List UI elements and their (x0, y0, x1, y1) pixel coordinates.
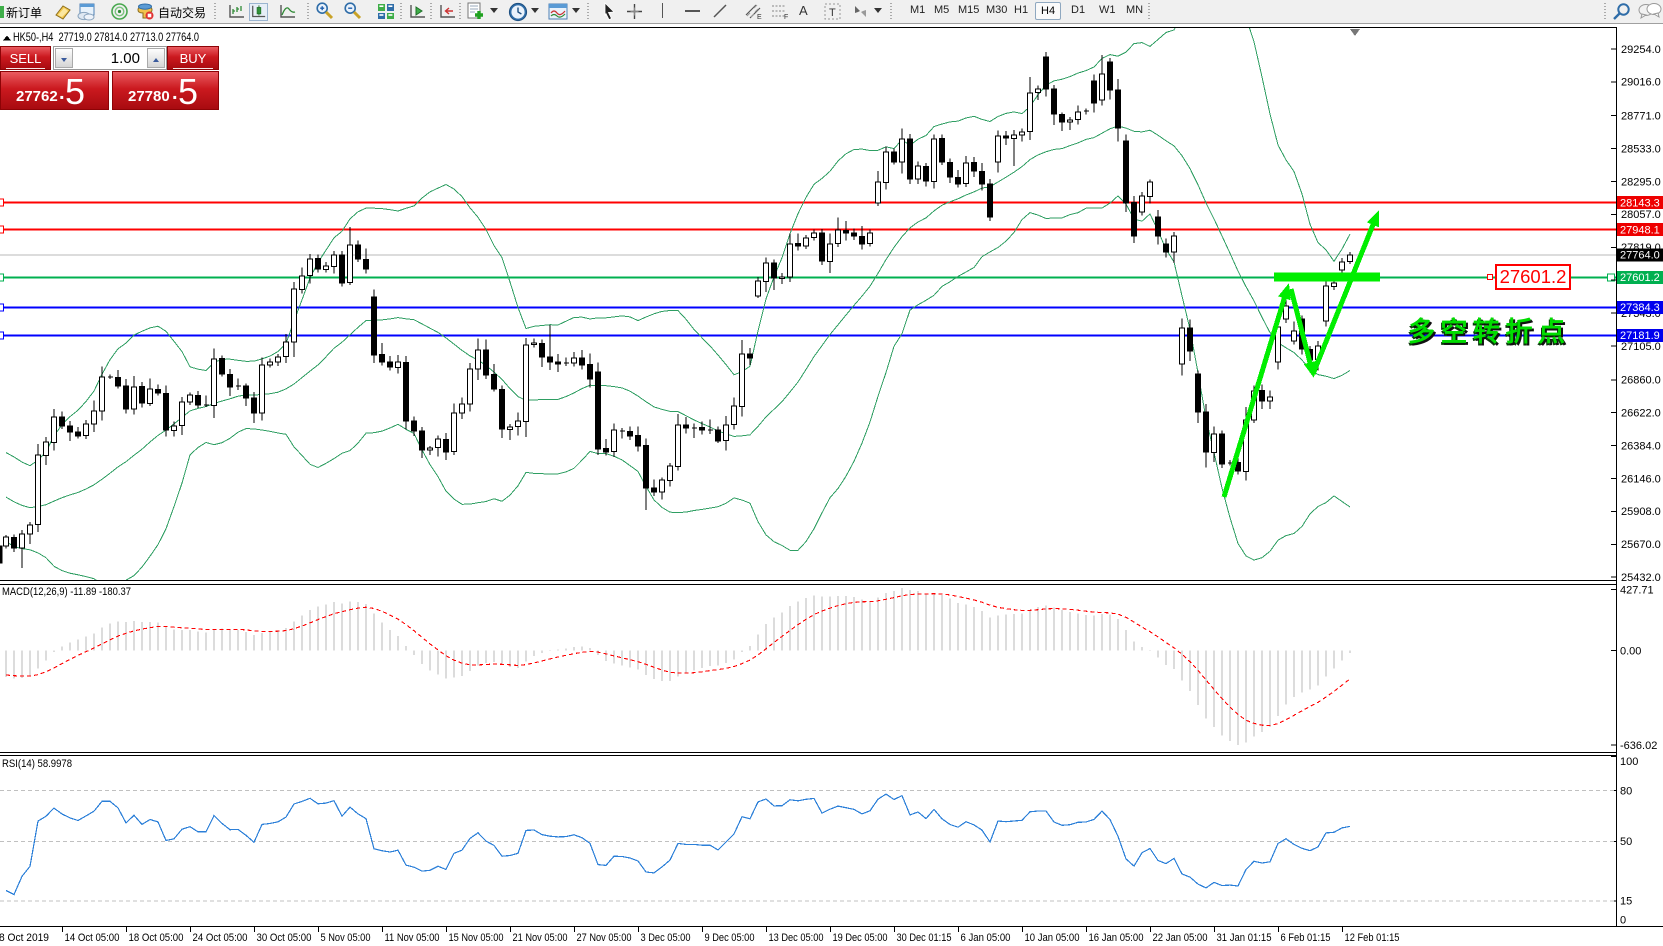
svg-text:50: 50 (1620, 836, 1632, 848)
svg-text:29016.0: 29016.0 (1621, 77, 1661, 89)
svg-text:19 Dec 05:00: 19 Dec 05:00 (833, 932, 888, 944)
svg-text:0: 0 (1620, 914, 1626, 926)
svg-text:25432.0: 25432.0 (1621, 572, 1661, 584)
svg-text:13 Dec 05:00: 13 Dec 05:00 (769, 932, 824, 944)
svg-text:14 Oct 05:00: 14 Oct 05:00 (65, 932, 120, 944)
svg-text:10 Jan 05:00: 10 Jan 05:00 (1025, 932, 1080, 944)
svg-text:30 Oct 05:00: 30 Oct 05:00 (257, 932, 312, 944)
svg-text:25670.0: 25670.0 (1621, 539, 1661, 551)
svg-text:427.71: 427.71 (1620, 584, 1654, 596)
svg-text:21 Nov 05:00: 21 Nov 05:00 (513, 932, 568, 944)
svg-text:12 Feb 01:15: 12 Feb 01:15 (1345, 932, 1400, 944)
svg-text:T: T (829, 7, 836, 19)
svg-text:3 Dec 05:00: 3 Dec 05:00 (641, 932, 691, 944)
svg-text:27384.3: 27384.3 (1620, 302, 1660, 314)
svg-text:6 Jan 05:00: 6 Jan 05:00 (961, 932, 1011, 944)
svg-text:15: 15 (1620, 896, 1632, 908)
svg-text:28533.0: 28533.0 (1621, 143, 1661, 155)
svg-text:26860.0: 26860.0 (1621, 375, 1661, 387)
svg-text:27 Nov 05:00: 27 Nov 05:00 (577, 932, 632, 944)
svg-text:15 Nov 05:00: 15 Nov 05:00 (449, 932, 504, 944)
svg-text:0.00: 0.00 (1620, 645, 1641, 657)
svg-text:29254.0: 29254.0 (1621, 44, 1661, 56)
svg-text:28771.0: 28771.0 (1621, 111, 1661, 123)
svg-text:HK50-,H4 27719.0 27814.0 2771: HK50-,H4 27719.0 27814.0 27713.0 27764.0 (13, 30, 199, 44)
svg-text:22 Jan 05:00: 22 Jan 05:00 (1153, 932, 1208, 944)
svg-text:26622.0: 26622.0 (1621, 408, 1661, 420)
svg-text:27764.0: 27764.0 (1620, 250, 1660, 262)
svg-text:E: E (757, 14, 762, 20)
svg-text:80: 80 (1620, 785, 1632, 797)
svg-text:18 Oct 05:00: 18 Oct 05:00 (129, 932, 184, 944)
svg-text:28295.0: 28295.0 (1621, 176, 1661, 188)
svg-text:100: 100 (1620, 756, 1638, 768)
svg-text:27181.9: 27181.9 (1620, 330, 1660, 342)
svg-text:27948.1: 27948.1 (1620, 224, 1660, 236)
svg-text:5 Nov 05:00: 5 Nov 05:00 (321, 932, 371, 944)
svg-text:F: F (784, 14, 788, 20)
svg-text:24 Oct 05:00: 24 Oct 05:00 (193, 932, 248, 944)
svg-text:25908.0: 25908.0 (1621, 506, 1661, 518)
svg-text:11 Nov 05:00: 11 Nov 05:00 (385, 932, 440, 944)
svg-text:16 Jan 05:00: 16 Jan 05:00 (1089, 932, 1144, 944)
svg-text:RSI(14) 58.9978: RSI(14) 58.9978 (2, 758, 72, 770)
svg-text:30 Dec 01:15: 30 Dec 01:15 (897, 932, 952, 944)
svg-text:26146.0: 26146.0 (1621, 473, 1661, 485)
svg-text:27601.2: 27601.2 (1500, 266, 1567, 287)
svg-text:8 Oct 2019: 8 Oct 2019 (0, 932, 49, 944)
svg-text:27601.2: 27601.2 (1620, 272, 1660, 284)
svg-text:31 Jan 01:15: 31 Jan 01:15 (1217, 932, 1272, 944)
svg-text:26384.0: 26384.0 (1621, 440, 1661, 452)
svg-text:28057.0: 28057.0 (1621, 209, 1661, 221)
svg-text:28143.3: 28143.3 (1620, 197, 1660, 209)
svg-text:-636.02: -636.02 (1620, 740, 1657, 752)
svg-text:9 Dec 05:00: 9 Dec 05:00 (705, 932, 755, 944)
svg-text:6 Feb 01:15: 6 Feb 01:15 (1281, 932, 1331, 944)
svg-text:MACD(12,26,9) -11.89 -180.37: MACD(12,26,9) -11.89 -180.37 (2, 586, 131, 598)
svg-text:27105.0: 27105.0 (1621, 341, 1661, 353)
